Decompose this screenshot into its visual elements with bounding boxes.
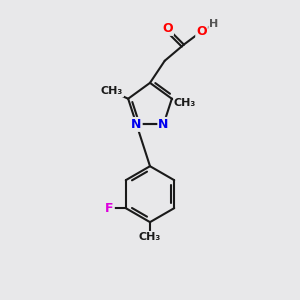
Text: O: O: [196, 25, 207, 38]
Text: CH₃: CH₃: [101, 86, 123, 96]
Text: CH₃: CH₃: [174, 98, 196, 108]
Text: N: N: [131, 118, 142, 131]
Text: N: N: [158, 118, 169, 131]
Text: CH₃: CH₃: [139, 232, 161, 242]
Text: H: H: [209, 19, 218, 29]
Text: O: O: [162, 22, 173, 35]
Text: F: F: [105, 202, 114, 215]
